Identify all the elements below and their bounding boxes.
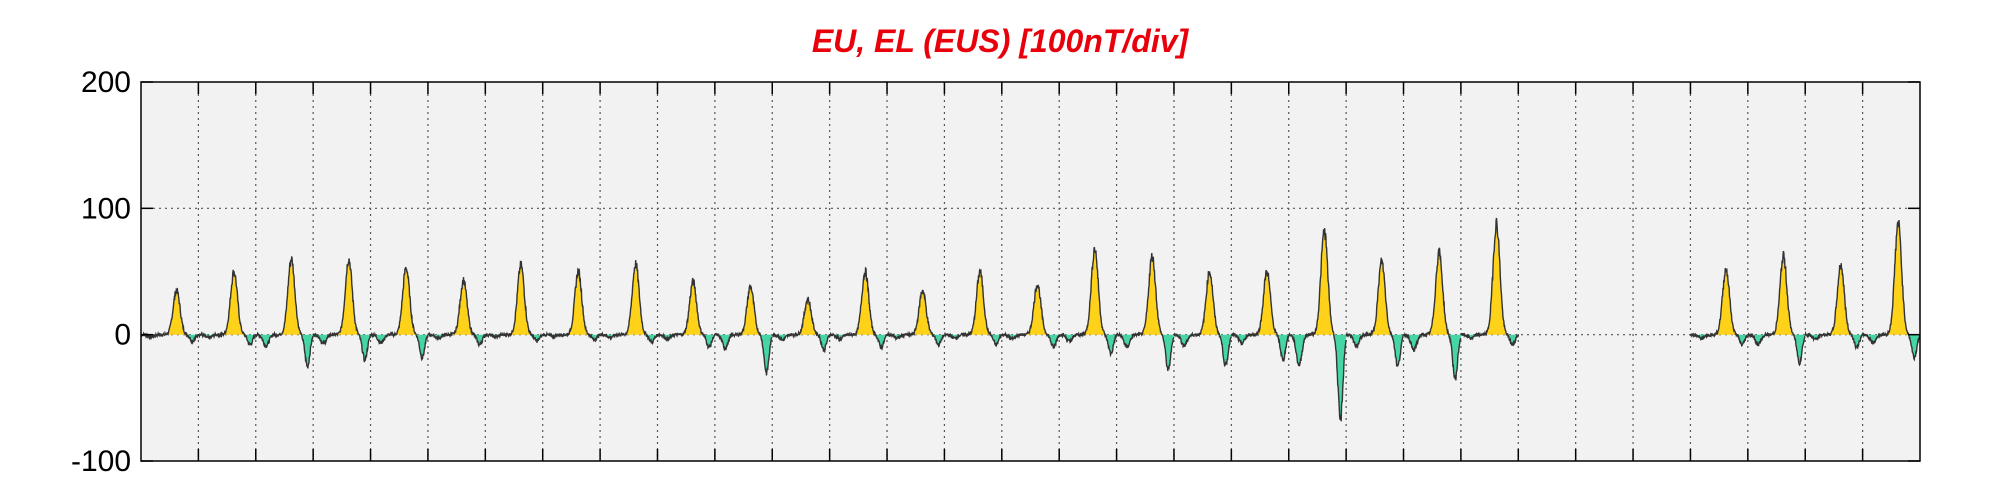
day-trace (944, 267, 1003, 348)
day-trace (656, 277, 716, 350)
negative-area (427, 334, 486, 346)
ticks (141, 81, 1920, 462)
negative-area (1116, 334, 1174, 371)
y-tick-label: 100 (81, 192, 131, 225)
day-trace (485, 260, 544, 343)
negative-area (1747, 334, 1806, 365)
day-trace (1001, 284, 1060, 349)
day-trace (542, 267, 601, 343)
day-trace (197, 269, 257, 346)
day-trace (1861, 220, 1921, 362)
day-trace (427, 277, 486, 348)
day-trace (1288, 228, 1347, 422)
day-trace (1231, 269, 1290, 362)
negative-area (1346, 334, 1404, 367)
negative-area (944, 334, 1002, 347)
y-tick-label: -100 (71, 445, 131, 478)
day-trace (255, 256, 314, 369)
day-trace (1690, 267, 1749, 347)
day-trace (1115, 252, 1175, 372)
y-tick-label: 0 (114, 319, 131, 352)
chart-title: EU, EL (EUS) [100nT/div] (812, 23, 1190, 59)
day-trace (369, 266, 429, 362)
day-trace (771, 296, 830, 354)
negative-area (1288, 334, 1347, 422)
day-trace (1345, 257, 1404, 367)
negative-area (1231, 334, 1289, 361)
negative-area (600, 334, 658, 344)
y-tick-label: 200 (81, 66, 131, 99)
plot-frame (140, 81, 1921, 462)
day-trace (1058, 246, 1118, 358)
day-trace (599, 260, 659, 346)
day-trace (1460, 217, 1519, 347)
day-trace (140, 287, 200, 346)
negative-area (542, 334, 601, 341)
day-trace (828, 266, 888, 351)
day-trace (312, 258, 372, 363)
day-trace (1804, 263, 1864, 351)
day-trace (886, 289, 945, 348)
day-trace (1747, 250, 1806, 367)
plot-background (141, 82, 1920, 461)
y-tick-labels: -100 0 100 200 (71, 66, 131, 478)
day-trace (1402, 247, 1462, 381)
day-trace (1173, 270, 1232, 368)
day-trace (714, 283, 773, 376)
data-traces (140, 217, 1921, 422)
negative-area (657, 334, 715, 348)
